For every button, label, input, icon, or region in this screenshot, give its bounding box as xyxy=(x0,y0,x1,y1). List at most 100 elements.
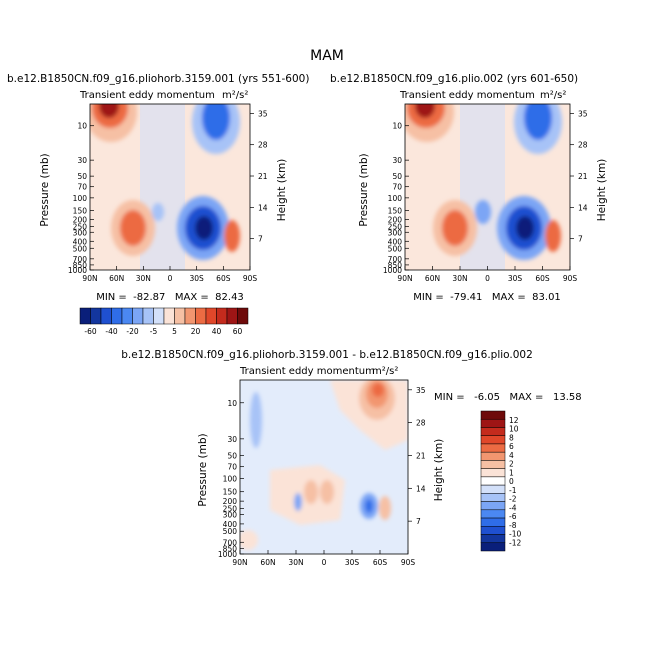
panel-diff-xtick-label: 0 xyxy=(322,558,327,567)
panel-2-sh-strat-core xyxy=(524,104,552,140)
season-title: MAM xyxy=(310,48,344,64)
panel-diff-ytick-label: 150 xyxy=(223,488,238,497)
colorbar-top-swatch xyxy=(195,307,207,325)
panel-diff-sh-strat-core xyxy=(372,383,384,397)
colorbar-top-label: -60 xyxy=(84,327,96,336)
colorbar-diff-swatch xyxy=(480,460,506,469)
panel-2-xtick-label: 90S xyxy=(563,274,578,283)
panel-1-ytick-label: 100 xyxy=(73,194,88,203)
panel-diff-sh-tropo-core xyxy=(365,499,373,513)
panel-2-equatorial-minimum xyxy=(475,200,491,224)
panel-1-polar-maximum xyxy=(224,220,240,252)
colorbar-top-swatch xyxy=(100,307,112,325)
panel-1-xtick-label: 60S xyxy=(216,274,231,283)
colorbar-diff-swatch xyxy=(480,451,506,461)
colorbar-top-swatch xyxy=(153,307,165,325)
panel-2-ytick-label: 100 xyxy=(388,194,403,203)
panel-diff-polar-positive xyxy=(379,496,391,520)
panel-diff-height-axis: 35 28 21 14 7 xyxy=(408,386,426,526)
colorbar-diff-swatch xyxy=(480,517,506,527)
panel-2-ytick-label: 70 xyxy=(392,183,402,192)
panel-diff-xtick-label: 90N xyxy=(232,558,247,567)
panel-diff-x-axis: 90N 60N 30N 0 30S 60S 90S xyxy=(232,550,415,567)
colorbar-diff-label: -2 xyxy=(509,495,517,504)
panel-2-stats: MIN = -79.41 MAX = 83.01 xyxy=(413,292,561,303)
panel-2-ylabel-right: Height (km) xyxy=(596,159,608,222)
panel-2-htick-label: 35 xyxy=(578,109,588,118)
panel-1-x-axis: 90N 60N 30N 0 30S 60S 90S xyxy=(82,266,257,283)
panel-1-htick-label: 7 xyxy=(258,235,263,244)
colorbar-top-swatch xyxy=(90,307,102,325)
panel-1-ytick-label: 850 xyxy=(73,261,88,270)
panel-2-ytick-label: 50 xyxy=(392,172,402,181)
panel-diff-ytick-label: 100 xyxy=(223,474,238,483)
panel-2-nh-tropo-core xyxy=(442,210,468,246)
panel-2-htick-label: 7 xyxy=(578,235,583,244)
colorbar-diff-label: 8 xyxy=(509,433,514,442)
colorbar-diff-swatch xyxy=(480,501,506,511)
panel-1-htick-label: 14 xyxy=(258,203,268,212)
panel-2-title: b.e12.B1850CN.f09_g16.plio.002 (yrs 601-… xyxy=(330,73,578,85)
colorbar-diff-swatch xyxy=(480,410,506,420)
panel-diff-tropo-positive-3 xyxy=(278,478,292,494)
colorbar-top-swatch xyxy=(184,307,196,325)
panel-2-htick-label: 21 xyxy=(578,172,588,181)
panel-1-ytick-label: 1000 xyxy=(68,266,87,275)
panel-diff-tropo-negative-1 xyxy=(294,493,302,511)
panel-1-equatorial-minimum xyxy=(152,203,164,221)
panel-2-height-axis: 35 28 21 14 7 xyxy=(570,109,588,244)
colorbar-top-swatch xyxy=(237,307,249,325)
colorbar-diff-label: -4 xyxy=(509,503,517,512)
panel-1-height-axis: 35 28 21 14 7 xyxy=(250,109,268,244)
colorbar-top-swatch xyxy=(163,307,175,325)
panel-1-ytick-label: 70 xyxy=(77,183,87,192)
panel-2-sh-tropo-core xyxy=(516,216,534,240)
panel-1-htick-label: 21 xyxy=(258,172,268,181)
panel-1-units: m²/s² xyxy=(222,90,248,101)
panel-2-xtick-label: 60S xyxy=(535,274,550,283)
panel-diff-field xyxy=(240,380,408,554)
panel-1-ytick-label: 50 xyxy=(77,172,87,181)
colorbar-diff-swatch xyxy=(480,418,506,428)
colorbar-top-label: -5 xyxy=(150,327,158,336)
colorbar-top-label: 40 xyxy=(212,327,222,336)
colorbar-diff-label: 0 xyxy=(509,477,514,486)
panel-2-xtick-label: 0 xyxy=(485,274,490,283)
panel-2-x-axis: 90N 60N 30N 0 30S 60S 90S xyxy=(397,266,577,283)
colorbar-diff-swatch xyxy=(480,443,506,453)
panel-1-xtick-label: 0 xyxy=(168,274,173,283)
panel-diff-htick-label: 35 xyxy=(416,386,426,395)
colorbar-top-label: -40 xyxy=(105,327,117,336)
colorbar-diff-label: 10 xyxy=(509,425,519,434)
colorbar-top-swatch xyxy=(132,307,144,325)
panel-1-jet-nh-core xyxy=(99,104,119,118)
panel-1-ytick-label: 200 xyxy=(73,216,88,225)
colorbar-top-swatch xyxy=(216,307,228,325)
colorbar-diff-swatch xyxy=(480,427,506,436)
panel-1-sh-strat-core xyxy=(202,104,230,140)
panel-1-stats: MIN = -82.87 MAX = 82.43 xyxy=(96,292,244,303)
colorbar-top-swatch xyxy=(226,307,238,325)
panel-2-ytick-label: 250 xyxy=(388,223,403,232)
panel-1-htick-label: 35 xyxy=(258,109,268,118)
colorbar-top-swatch xyxy=(121,307,133,325)
colorbar-top-swatch xyxy=(205,307,217,325)
colorbar-diff-label: 6 xyxy=(509,442,514,451)
panel-1-xtick-label: 90N xyxy=(82,274,97,283)
panel-diff: b.e12.B1850CN.f09_g16.pliohorb.3159.001 … xyxy=(121,349,581,567)
panel-1-ylabel: Pressure (mb) xyxy=(39,153,51,226)
panel-1-ytick-label: 300 xyxy=(73,228,88,237)
panel-1-xtick-label: 30S xyxy=(190,274,205,283)
panel-2-htick-label: 28 xyxy=(578,141,588,150)
panel-diff-ytick-label: 50 xyxy=(227,452,237,461)
panel-diff-xtick-label: 90S xyxy=(401,558,416,567)
panel-2-ytick-label: 30 xyxy=(392,156,402,165)
colorbar-top-label: 60 xyxy=(233,327,243,336)
panel-2-ytick-label: 10 xyxy=(392,122,402,131)
panel-2: b.e12.B1850CN.f09_g16.plio.002 (yrs 601-… xyxy=(330,73,608,303)
colorbar-diff-label: -1 xyxy=(509,486,517,495)
panel-1-xtick-label: 60N xyxy=(109,274,124,283)
panel-1-ytick-label: 10 xyxy=(77,122,87,131)
panel-2-subtitle: Transient eddy momentum xyxy=(399,90,535,101)
